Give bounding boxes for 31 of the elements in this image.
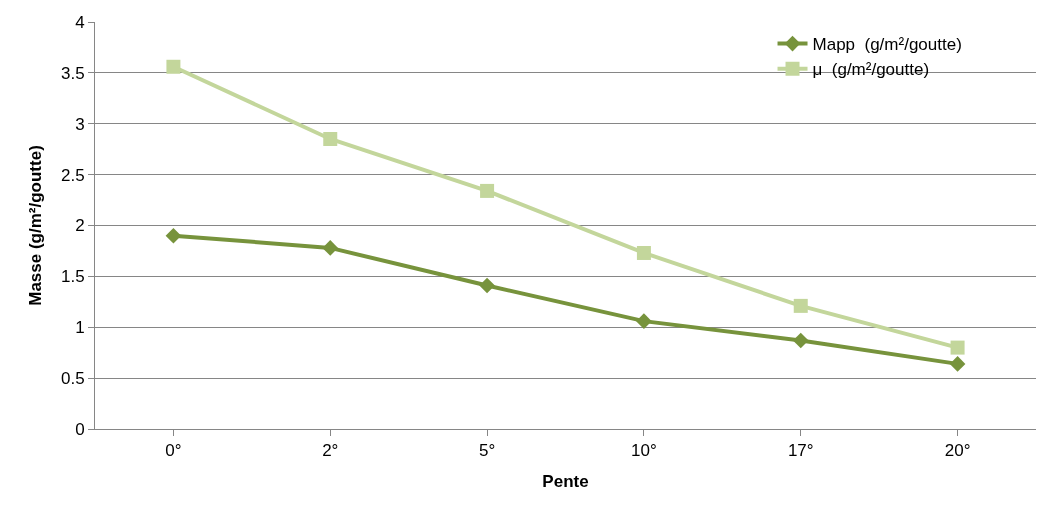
x-tick-label: 20° bbox=[944, 441, 971, 461]
legend-label: μ (g/m²/goutte) bbox=[812, 60, 930, 80]
point bbox=[636, 245, 651, 260]
point bbox=[479, 277, 495, 294]
point bbox=[793, 298, 808, 313]
point bbox=[949, 356, 966, 372]
point bbox=[636, 313, 652, 329]
y-tick-label: 1 bbox=[75, 318, 85, 338]
y-tick-label: 0 bbox=[75, 419, 85, 439]
x-tick-label: 17° bbox=[787, 441, 814, 461]
x-axis-title: Pente bbox=[542, 471, 589, 491]
y-tick-label: 1.5 bbox=[60, 267, 85, 287]
y-axis-title: Masse (g/m²/goutte) bbox=[25, 145, 45, 306]
point bbox=[166, 59, 181, 74]
point bbox=[950, 340, 965, 355]
y-tick-label: 0.5 bbox=[60, 369, 85, 389]
point bbox=[165, 227, 182, 244]
y-tick-label: 3 bbox=[75, 114, 85, 134]
y-tick-label: 4 bbox=[75, 12, 85, 32]
x-tick-label: 5° bbox=[478, 441, 496, 461]
x-tick-label: 2° bbox=[322, 441, 339, 461]
x-tick-label: 0° bbox=[165, 441, 182, 461]
point bbox=[792, 332, 809, 349]
point bbox=[323, 132, 338, 147]
y-tick-label: 2 bbox=[75, 216, 85, 236]
point bbox=[480, 183, 495, 198]
y-tick-label: 2.5 bbox=[60, 165, 85, 185]
legend-label: Mapp (g/m²/goutte) bbox=[812, 35, 962, 55]
x-tick-label: 10° bbox=[631, 441, 657, 461]
y-tick-label: 3.5 bbox=[60, 63, 85, 83]
point bbox=[322, 240, 339, 256]
